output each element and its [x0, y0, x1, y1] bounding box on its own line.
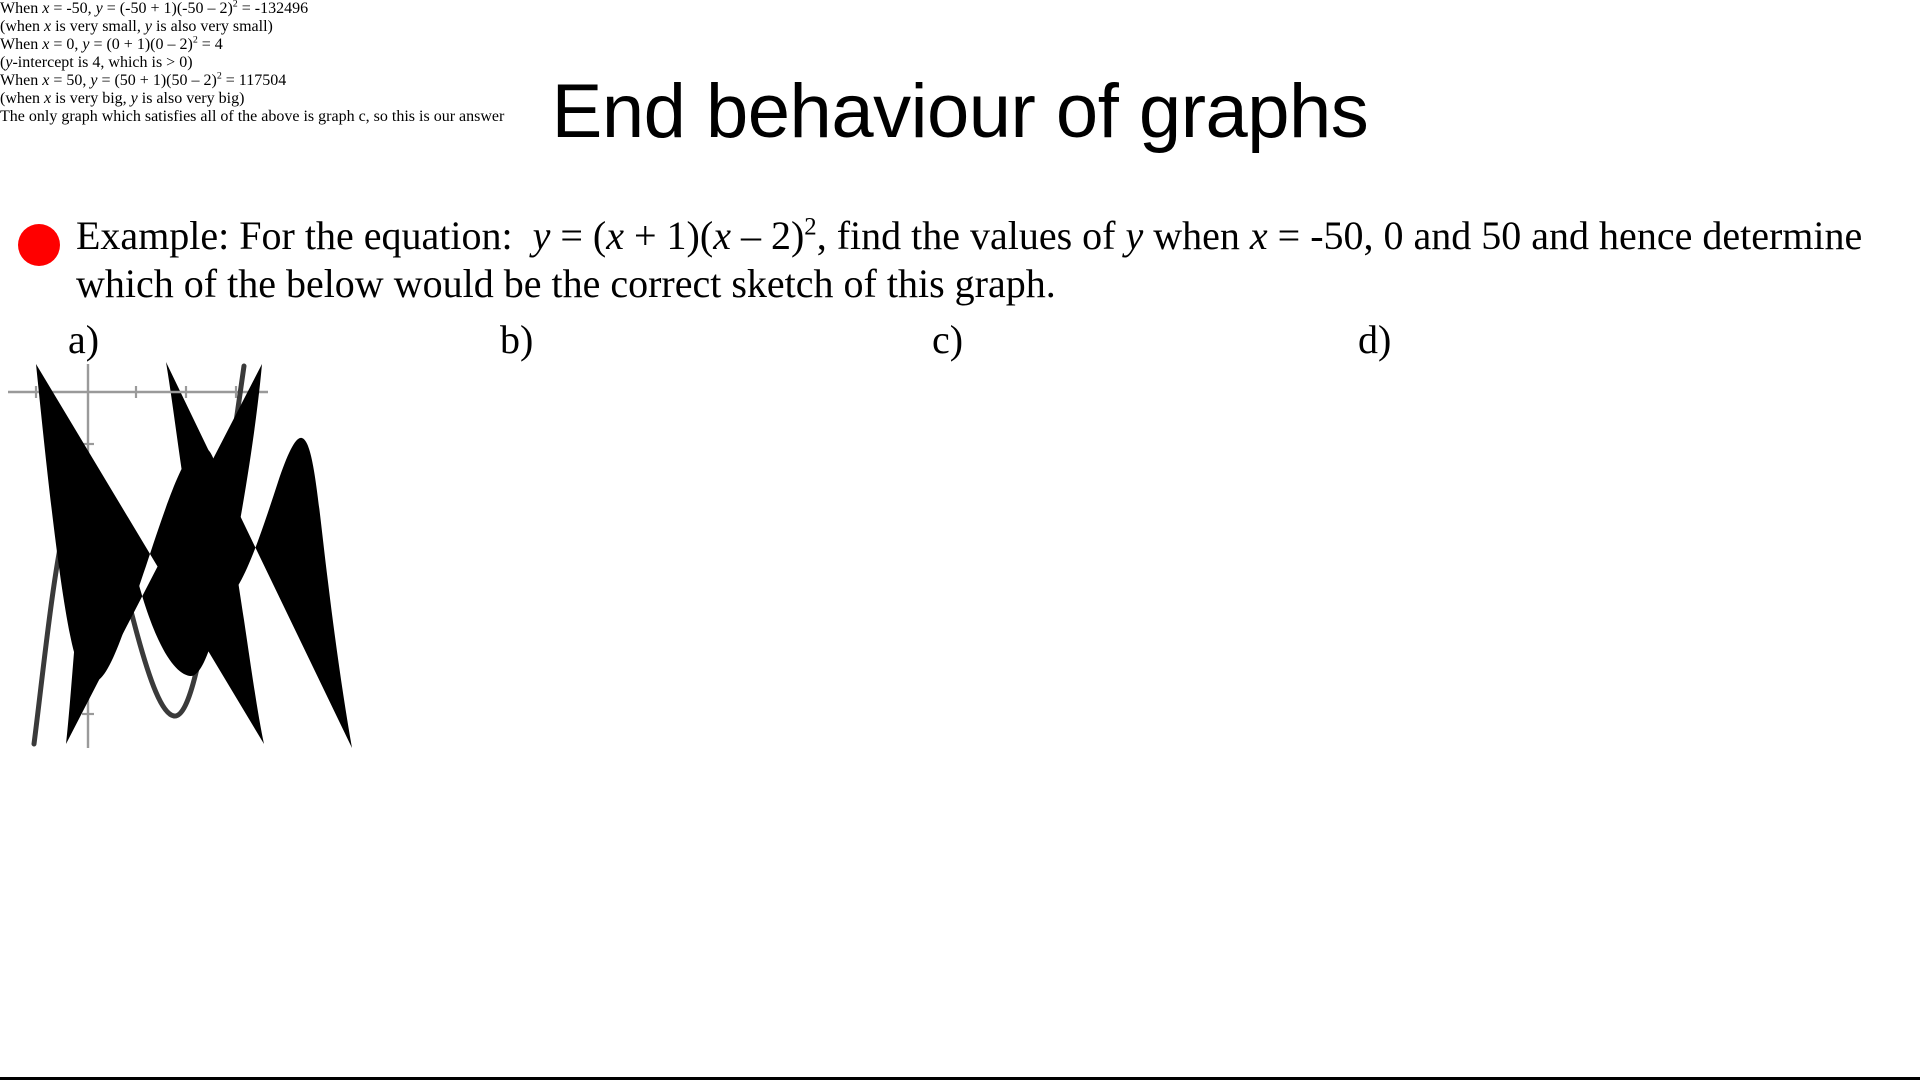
example-line2: determine which of the below would be th…	[76, 213, 1863, 306]
w3-y: y	[90, 72, 98, 89]
equation-var1: x	[606, 213, 624, 258]
option-label-a: a)	[68, 317, 100, 362]
equation-minus: – 2)	[730, 213, 805, 258]
w1-power: 2	[232, 0, 238, 10]
example-text: Example: For the equation: y = (x + 1)(x…	[76, 212, 1898, 308]
w2-result: = 4	[197, 36, 223, 53]
equation-lhs: y	[532, 213, 551, 258]
w1-y: y	[95, 0, 103, 17]
working-row-1-left: When x = -50, y = (-50 + 1)(-50 – 2)2 = …	[0, 0, 1920, 18]
n3-x: x	[43, 90, 52, 107]
page-title: End behaviour of graphs	[551, 69, 1369, 154]
n1-mid: is very small,	[51, 18, 145, 35]
option-label-d: d)	[1358, 317, 1392, 362]
conclusion-text: The only graph which satisfies all of th…	[0, 108, 505, 125]
w3-prefix: When	[0, 72, 43, 89]
n2-mid: -intercept is 4, which is > 0)	[12, 54, 193, 71]
line1-x: x	[1249, 213, 1268, 258]
w2-mid: = 0,	[49, 36, 83, 53]
curve-d	[36, 364, 264, 744]
w1-x: x	[42, 0, 50, 17]
equation-power: 2	[804, 213, 817, 241]
graph-d-svg	[36, 364, 264, 744]
working-row-3-right: (when x is very big, y is also very big)	[0, 90, 1920, 108]
w3-expr: = (50 + 1)(50 – 2)	[97, 72, 217, 89]
w3-power: 2	[216, 70, 222, 82]
equation-open-paren: (	[592, 213, 607, 258]
n2-x: y	[5, 54, 13, 71]
option-label-c: c)	[932, 317, 964, 362]
equation-eq: =	[550, 213, 593, 258]
w3-x: x	[42, 72, 50, 89]
example-bullet-block: Example: For the equation: y = (x + 1)(x…	[18, 212, 1898, 308]
w2-power: 2	[192, 34, 198, 46]
n3-y: y	[130, 90, 138, 107]
n1-x: x	[43, 18, 52, 35]
line1-y: y	[1125, 213, 1144, 258]
n3-mid: is very big,	[51, 90, 131, 107]
working-row-2-left: When x = 0, y = (0 + 1)(0 – 2)2 = 4	[0, 34, 1920, 54]
working-row-3-left: When x = 50, y = (50 + 1)(50 – 2)2 = 117…	[0, 70, 1920, 90]
equation-plus: + 1)(	[623, 213, 714, 258]
w3-result: = 117504	[221, 72, 287, 89]
w2-x: x	[42, 36, 50, 53]
equation-var2: x	[713, 213, 731, 258]
example-lead: Example: For the equation:	[76, 213, 513, 258]
w3-mid: = 50,	[49, 72, 91, 89]
n3-open: (when	[0, 90, 44, 107]
working-row-1-right: (when x is very small, y is also very sm…	[0, 18, 1920, 36]
w2-prefix: When	[0, 36, 43, 53]
line1-tail-c: = -50, 0 and 50 and hence	[1267, 213, 1693, 258]
working-row-2-right: (y-intercept is 4, which is > 0)	[0, 54, 1920, 72]
w2-expr: = (0 + 1)(0 – 2)	[89, 36, 193, 53]
n1-close: is also very small)	[151, 18, 273, 35]
line1-tail-b: when	[1143, 213, 1250, 258]
w2-y: y	[82, 36, 90, 53]
w1-mid: = -50,	[49, 0, 96, 17]
option-label-b: b)	[500, 317, 534, 362]
n3-close: is also very big)	[137, 90, 245, 107]
n2-open: (	[0, 54, 6, 71]
bullet-dot-icon	[18, 224, 60, 266]
graph-option-d[interactable]	[0, 352, 290, 757]
n1-y: y	[144, 18, 152, 35]
line1-tail-a: , find the values of	[816, 213, 1126, 258]
w1-expr: = (-50 + 1)(-50 – 2)	[102, 0, 233, 17]
w1-prefix: When	[0, 0, 43, 17]
w1-result: = -132496	[237, 0, 309, 17]
n1-open: (when	[0, 18, 44, 35]
